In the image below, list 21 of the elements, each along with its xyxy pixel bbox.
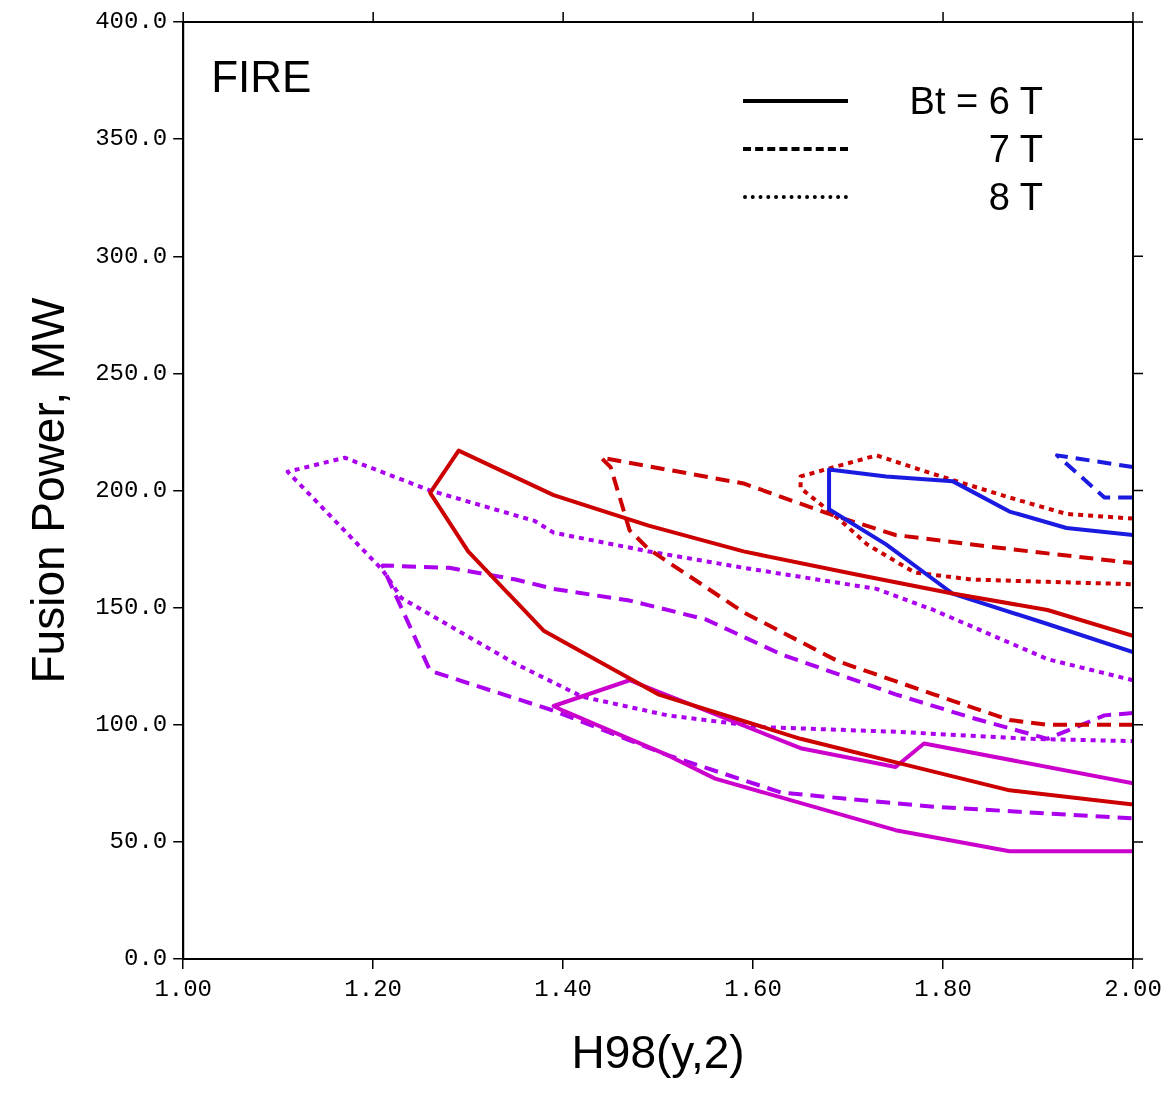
x-tick-label: 1.00 bbox=[154, 975, 213, 1003]
y-tick-label: 400.0 bbox=[95, 8, 168, 36]
y-tick-label: 50.0 bbox=[109, 828, 168, 856]
legend-label: 7 T bbox=[987, 127, 1043, 171]
y-tick-label: 150.0 bbox=[95, 593, 168, 621]
y-tick-label: 0.0 bbox=[123, 945, 168, 973]
legend-label: Bt = 6 T bbox=[908, 79, 1043, 123]
x-tick-label: 1.60 bbox=[724, 975, 782, 1003]
y-tick-label: 100.0 bbox=[95, 711, 168, 739]
y-tick-label: 250.0 bbox=[95, 359, 168, 387]
y-axis-title: Fusion Power, MW bbox=[22, 296, 75, 684]
x-tick-label: 1.40 bbox=[534, 975, 592, 1003]
y-tick-label: 350.0 bbox=[95, 125, 168, 153]
legend-label: 8 T bbox=[987, 175, 1043, 219]
x-axis-title: H98(y,2) bbox=[571, 1026, 745, 1079]
x-tick-label: 2.00 bbox=[1104, 975, 1162, 1003]
y-tick-label: 300.0 bbox=[95, 242, 168, 270]
text: FIRE bbox=[211, 52, 312, 101]
x-tick-label: 1.80 bbox=[914, 975, 972, 1003]
y-tick-label: 200.0 bbox=[95, 476, 168, 504]
x-tick-label: 1.20 bbox=[344, 975, 402, 1003]
